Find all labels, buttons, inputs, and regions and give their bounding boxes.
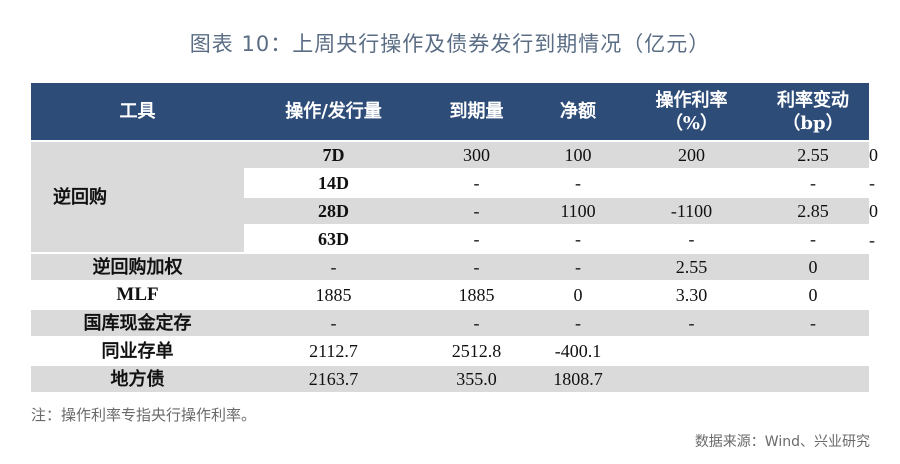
header-rate-change: 利率变动 （bp） [757,83,869,141]
row-label: 7D [244,140,423,169]
row-label: 14D [244,168,423,197]
cell-maturity: 1885 [423,280,530,309]
header-operation-rate-line1: 操作利率 [655,89,728,111]
table-row: 28D - 1100 -1100 2.85 0 [31,196,878,225]
table-row: 63D - - - - - [31,224,875,253]
footnote: 注：操作利率专指央行操作利率。 [31,406,257,424]
row-label: 28D [244,196,423,225]
cell-net: - [626,224,757,253]
cell-operation: 1885 [244,280,423,309]
cell-rate: 2.55 [626,252,757,281]
cell-maturity: - [530,224,626,253]
cell-net: 200 [626,140,757,169]
cell-operation: 300 [423,140,530,169]
data-source: 数据来源：Wind、兴业研究 [694,434,870,450]
cell-rate-change [757,364,869,392]
table-header-row: 工具 操作/发行量 到期量 净额 操作利率 （%） 利率变动 （bp） [31,83,869,141]
cell-maturity: 1100 [530,196,626,225]
operations-table: 工具 操作/发行量 到期量 净额 操作利率 （%） 利率变动 （bp） 逆回购 7D… [31,83,878,392]
cell-rate: - [757,168,869,197]
header-operation-volume: 操作/发行量 [244,83,423,141]
cell-maturity: - [530,168,626,197]
table-row: 同业存单 2112.7 2512.8 -400.1 [31,336,869,365]
cell-operation: - [423,196,530,225]
cell-operation: - [423,168,530,197]
header-tool: 工具 [31,83,244,141]
header-operation-rate-line2: （%） [664,112,719,134]
cell-net: -400.1 [530,336,626,365]
group-label-reverse-repo: 逆回购 [31,140,244,253]
cell-net: -1100 [626,196,757,225]
cell-rate: - [626,308,757,337]
cell-operation: 2163.7 [244,364,423,392]
cell-rate: 3.30 [626,280,757,309]
cell-net [626,168,757,197]
cell-maturity: - [423,252,530,281]
cell-net: - [530,308,626,337]
table-row: 14D - - - - [31,168,875,197]
cell-net: - [530,252,626,281]
cell-rate: 2.55 [757,140,869,169]
chart-title: 图表 10：上周央行操作及债券发行到期情况（亿元） [189,32,711,56]
header-rate-change-line2: （bp） [782,112,844,134]
cell-operation: 2112.7 [244,336,423,365]
cell-rate-change: 0 [757,280,869,309]
cell-rate: - [757,224,869,253]
header-operation-rate: 操作利率 （%） [626,83,757,141]
cell-rate: 2.85 [757,196,869,225]
header-maturity-volume: 到期量 [423,83,530,141]
row-label: 国库现金定存 [31,308,244,337]
cell-rate [626,336,757,365]
row-label: 63D [244,224,423,253]
cell-net: 0 [530,280,626,309]
header-rate-change-line1: 利率变动 [777,89,849,111]
row-label: 逆回购加权 [31,252,244,281]
cell-maturity: 2512.8 [423,336,530,365]
cell-rate [626,364,757,392]
table-row: 国库现金定存 - - - - - [31,308,869,337]
cell-rate-change: - [757,308,869,337]
cell-net: 1808.7 [530,364,626,392]
row-label: 地方债 [31,364,244,392]
table-row: 地方债 2163.7 355.0 1808.7 [31,364,869,392]
cell-operation: - [244,308,423,337]
row-label: 同业存单 [31,336,244,365]
cell-operation: - [423,224,530,253]
table-row: 逆回购 7D 300 100 200 2.55 0 [31,140,878,253]
cell-maturity: 355.0 [423,364,530,392]
cell-operation: - [244,252,423,281]
cell-rate-change [757,336,869,365]
header-net: 净额 [530,83,626,141]
table-row: 逆回购加权 - - - 2.55 0 [31,252,869,281]
row-label: MLF [31,280,244,309]
cell-maturity: - [423,308,530,337]
cell-maturity: 100 [530,140,626,169]
table-row: MLF 1885 1885 0 3.30 0 [31,280,869,309]
cell-rate-change: 0 [757,252,869,281]
